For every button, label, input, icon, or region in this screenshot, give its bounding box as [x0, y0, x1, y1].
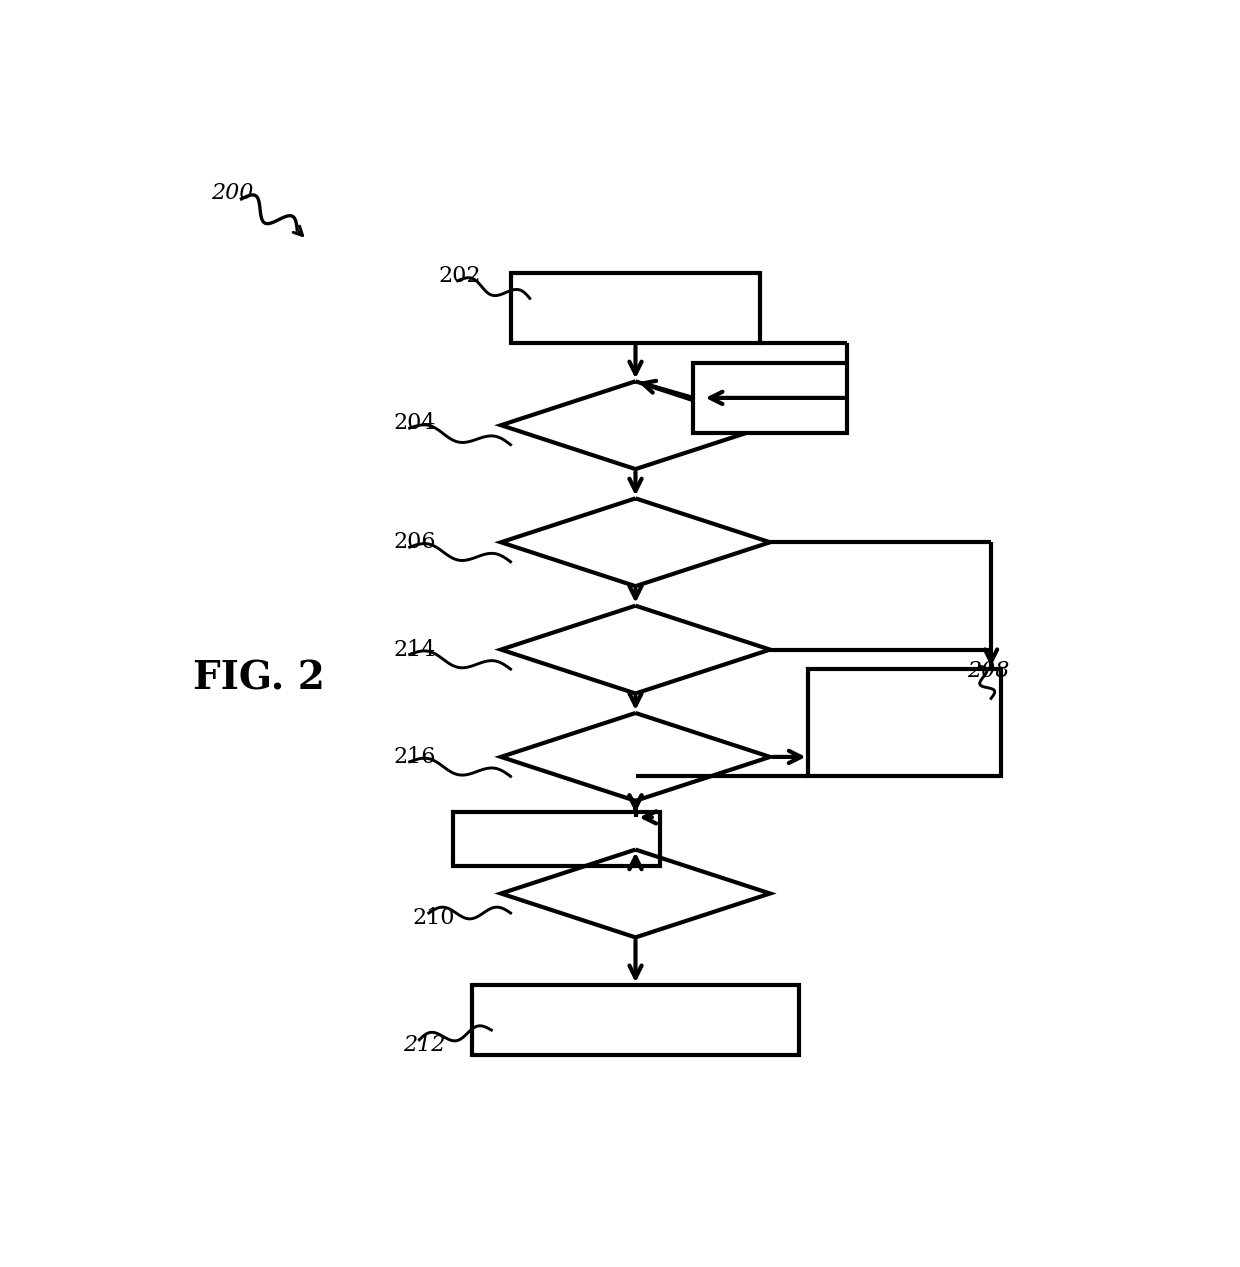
Bar	[453, 812, 661, 865]
Text: 206: 206	[393, 531, 435, 554]
Bar	[693, 362, 847, 433]
Text: 208: 208	[967, 660, 1009, 682]
Text: 214: 214	[393, 639, 435, 660]
Text: 200: 200	[211, 182, 253, 204]
Text: 204: 204	[393, 412, 435, 435]
Text: 202: 202	[439, 265, 481, 286]
Bar	[808, 669, 1001, 777]
Text: FIG. 2: FIG. 2	[193, 660, 325, 698]
Text: 216: 216	[393, 746, 435, 768]
Bar	[472, 986, 799, 1055]
Text: 210: 210	[413, 907, 455, 929]
Bar	[511, 272, 760, 343]
Text: 212: 212	[403, 1034, 445, 1055]
